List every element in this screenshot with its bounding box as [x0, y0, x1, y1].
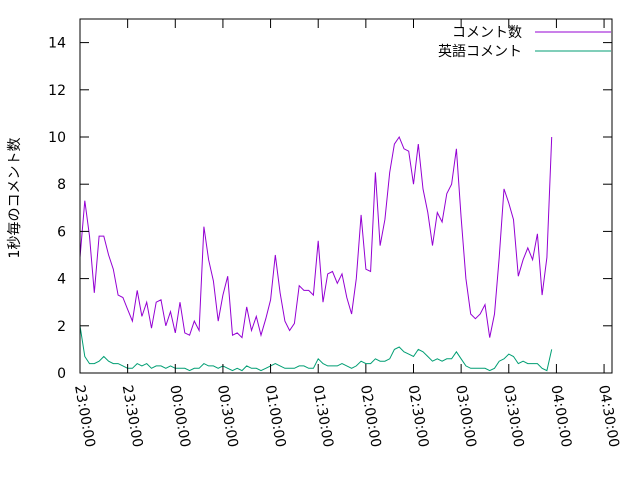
x-tick-label: 01:30:00 [309, 384, 336, 449]
y-tick-label: 12 [48, 83, 66, 99]
x-tick-label: 23:30:00 [119, 384, 146, 449]
series-layer [79, 135, 553, 372]
y-tick-label: 2 [57, 319, 66, 335]
legend-label: コメント数 [452, 25, 522, 41]
x-tick-label: 00:00:00 [166, 384, 193, 449]
axis-layer: 0 2 4 6 8 10 12 14 23:00:00 23:30:00 00:00:00 00:30… [48, 19, 622, 449]
x-tick-label: 00:30:00 [214, 384, 241, 449]
x-tick-label: 04:00:00 [547, 384, 574, 449]
y-tick-label: 4 [57, 272, 66, 288]
y-tick-label: 6 [57, 224, 66, 240]
series-line-1 [79, 135, 553, 339]
legend-label: 英語コメント [438, 43, 522, 60]
y-axis-label: 1秒毎のコメント数 [7, 138, 23, 259]
x-tick-label: 02:00:00 [357, 384, 384, 449]
series-line-2 [79, 325, 553, 372]
y-tick-label: 14 [48, 36, 66, 52]
x-tick-label: 03:30:00 [500, 384, 527, 449]
x-tick-label: 04:30:00 [595, 384, 622, 449]
x-tick-label: 03:00:00 [452, 384, 479, 449]
y-tick-label: 0 [57, 366, 66, 382]
y-tick-label: 8 [57, 177, 66, 193]
y-tick-label: 10 [48, 130, 66, 146]
x-tick-label: 01:00:00 [262, 384, 289, 449]
x-tick-label: 23:00:00 [71, 384, 98, 449]
plot-frame [79, 18, 613, 374]
x-tick-label: 02:30:00 [405, 384, 432, 449]
